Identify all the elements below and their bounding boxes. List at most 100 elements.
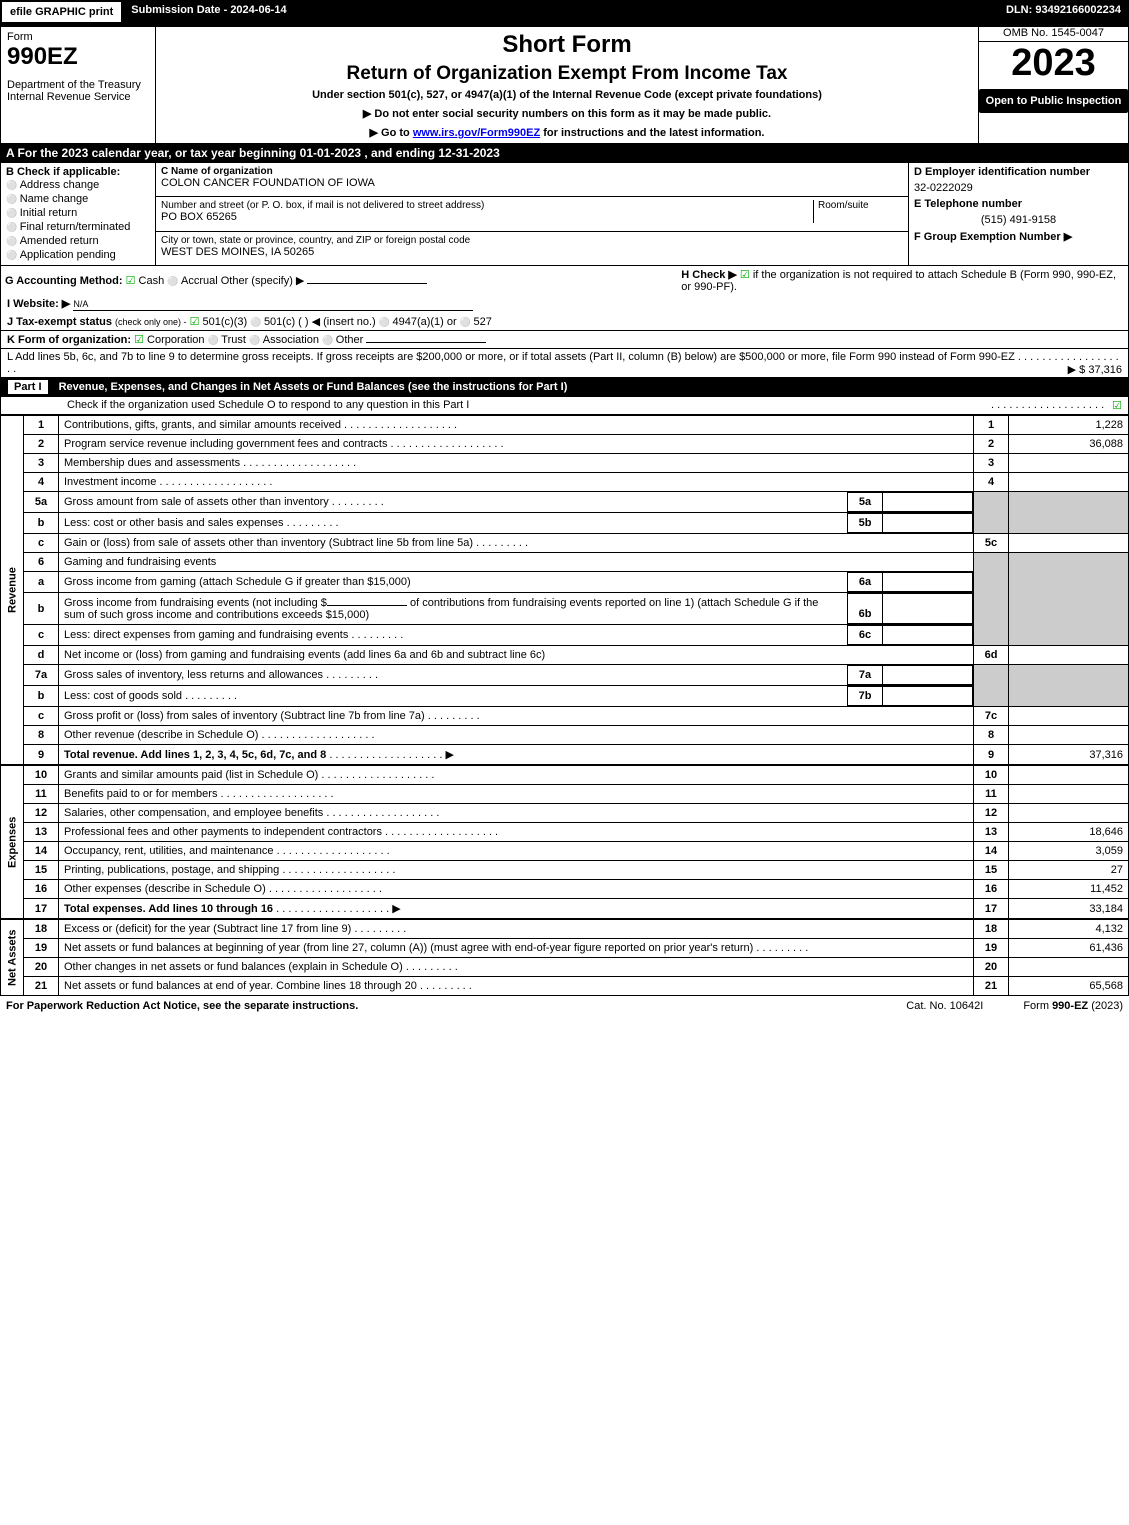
section-i: I Website: ▶ N/A	[0, 295, 1129, 313]
expenses-vertical-label: Expenses	[1, 766, 24, 919]
checkbox-final-return[interactable]: Final return/terminated	[6, 220, 150, 234]
page-footer: For Paperwork Reduction Act Notice, see …	[0, 996, 1129, 1016]
line-6d-value	[1009, 646, 1129, 665]
checkbox-accrual[interactable]	[167, 275, 181, 287]
short-form-title: Short Form	[162, 31, 972, 59]
efile-label[interactable]: efile GRAPHIC print	[0, 0, 123, 24]
section-j: J Tax-exempt status (check only one) - 5…	[0, 313, 1129, 331]
checkbox-initial-return[interactable]: Initial return	[6, 206, 150, 220]
section-f-label: F Group Exemption Number ▶	[914, 230, 1123, 243]
line-10-value	[1009, 766, 1129, 785]
section-k: K Form of organization: Corporation Trus…	[0, 331, 1129, 349]
other-specify: Other (specify) ▶	[221, 275, 305, 287]
checkbox-name-change[interactable]: Name change	[6, 192, 150, 206]
checkbox-501c[interactable]	[250, 316, 264, 328]
line-4-value	[1009, 473, 1129, 492]
form-number: 990EZ	[7, 43, 149, 71]
room-suite-label: Room/suite	[813, 200, 903, 223]
section-j-label: J Tax-exempt status	[7, 316, 112, 328]
checkbox-amended-return[interactable]: Amended return	[6, 234, 150, 248]
checkbox-application-pending[interactable]: Application pending	[6, 248, 150, 262]
line-3-value	[1009, 454, 1129, 473]
instr2-suffix: for instructions and the latest informat…	[540, 127, 764, 139]
line-18-value: 4,132	[1009, 920, 1129, 939]
section-g-label: G Accounting Method:	[5, 275, 123, 287]
line-5c-value	[1009, 534, 1129, 553]
top-bar: efile GRAPHIC print Submission Date - 20…	[0, 0, 1129, 26]
instruction-2: ▶ Go to www.irs.gov/Form990EZ for instru…	[162, 126, 972, 139]
checkbox-schedule-o[interactable]	[1112, 399, 1122, 412]
section-e-label: E Telephone number	[914, 198, 1123, 210]
section-c-city-label: City or town, state or province, country…	[161, 235, 903, 246]
checkbox-association[interactable]	[249, 334, 263, 346]
line-17-value: 33,184	[1009, 899, 1129, 919]
website-value: N/A	[73, 299, 88, 309]
tax-year: 2023	[979, 42, 1128, 85]
section-c-name-label: C Name of organization	[161, 166, 903, 177]
line-7c-value	[1009, 707, 1129, 726]
city-state-zip: WEST DES MOINES, IA 50265	[161, 246, 903, 258]
revenue-vertical-label: Revenue	[1, 416, 24, 765]
revenue-table: Revenue 1Contributions, gifts, grants, a…	[0, 415, 1129, 765]
footer-catalog: Cat. No. 10642I	[906, 1000, 983, 1012]
section-k-label: K Form of organization:	[7, 334, 131, 346]
section-l-text: L Add lines 5b, 6c, and 7b to line 9 to …	[7, 351, 1015, 363]
checkbox-corporation[interactable]	[134, 334, 147, 346]
form-label: Form	[7, 31, 149, 43]
phone: (515) 491-9158	[914, 214, 1123, 226]
line-1-value: 1,228	[1009, 416, 1129, 435]
section-b-label: B Check if applicable:	[6, 166, 150, 178]
irs-link[interactable]: www.irs.gov/Form990EZ	[413, 127, 540, 139]
line-15-value: 27	[1009, 861, 1129, 880]
checkbox-501c3[interactable]	[190, 316, 203, 328]
expenses-table: Expenses 10Grants and similar amounts pa…	[0, 765, 1129, 919]
line-12-value	[1009, 804, 1129, 823]
footer-right: Form 990-EZ (2023)	[1023, 1000, 1123, 1012]
org-info-section: B Check if applicable: Address change Na…	[0, 162, 1129, 266]
omb-number: OMB No. 1545-0047	[979, 27, 1128, 42]
part-1-label: Part I	[8, 380, 48, 394]
instruction-1: ▶ Do not enter social security numbers o…	[162, 107, 972, 120]
checkbox-address-change[interactable]: Address change	[6, 178, 150, 192]
part-1-check: Check if the organization used Schedule …	[0, 396, 1129, 415]
checkbox-cash[interactable]	[126, 275, 139, 287]
line-21-value: 65,568	[1009, 977, 1129, 996]
department-label: Department of the Treasury Internal Reve…	[7, 79, 149, 103]
checkbox-h[interactable]	[740, 269, 753, 281]
part-1-title: Revenue, Expenses, and Changes in Net As…	[59, 381, 568, 393]
checkbox-527[interactable]	[460, 316, 474, 328]
line-2-value: 36,088	[1009, 435, 1129, 454]
line-9-value: 37,316	[1009, 745, 1129, 765]
under-section: Under section 501(c), 527, or 4947(a)(1)…	[162, 89, 972, 101]
accounting-section: G Accounting Method: Cash Accrual Other …	[0, 266, 1129, 295]
line-8-value	[1009, 726, 1129, 745]
section-i-label: I Website: ▶	[7, 298, 70, 310]
checkbox-other-org[interactable]	[322, 334, 336, 346]
part-1-header: Part I Revenue, Expenses, and Changes in…	[0, 378, 1129, 396]
section-l: L Add lines 5b, 6c, and 7b to line 9 to …	[0, 349, 1129, 378]
line-19-value: 61,436	[1009, 939, 1129, 958]
line-11-value	[1009, 785, 1129, 804]
line-20-value	[1009, 958, 1129, 977]
open-public-badge: Open to Public Inspection	[979, 89, 1128, 113]
ein: 32-0222029	[914, 182, 1123, 194]
dln-number: DLN: 93492166002234	[998, 0, 1129, 24]
checkbox-4947[interactable]	[379, 316, 393, 328]
line-16-value: 11,452	[1009, 880, 1129, 899]
return-title: Return of Organization Exempt From Incom…	[162, 63, 972, 85]
section-c-street-label: Number and street (or P. O. box, if mail…	[161, 200, 813, 211]
netassets-vertical-label: Net Assets	[1, 920, 24, 996]
street-address: PO BOX 65265	[161, 211, 813, 223]
line-14-value: 3,059	[1009, 842, 1129, 861]
form-header: Form 990EZ Department of the Treasury In…	[0, 26, 1129, 144]
line-a-calendar-year: A For the 2023 calendar year, or tax yea…	[0, 144, 1129, 162]
line-13-value: 18,646	[1009, 823, 1129, 842]
submission-date: Submission Date - 2024-06-14	[123, 0, 294, 24]
org-name: COLON CANCER FOUNDATION OF IOWA	[161, 177, 903, 189]
section-d-label: D Employer identification number	[914, 166, 1123, 178]
section-h-label: H Check ▶	[681, 269, 737, 281]
instr2-prefix: ▶ Go to	[370, 127, 413, 139]
checkbox-trust[interactable]	[208, 334, 222, 346]
section-j-sub: (check only one) -	[115, 317, 187, 327]
net-assets-table: Net Assets 18Excess or (deficit) for the…	[0, 919, 1129, 996]
